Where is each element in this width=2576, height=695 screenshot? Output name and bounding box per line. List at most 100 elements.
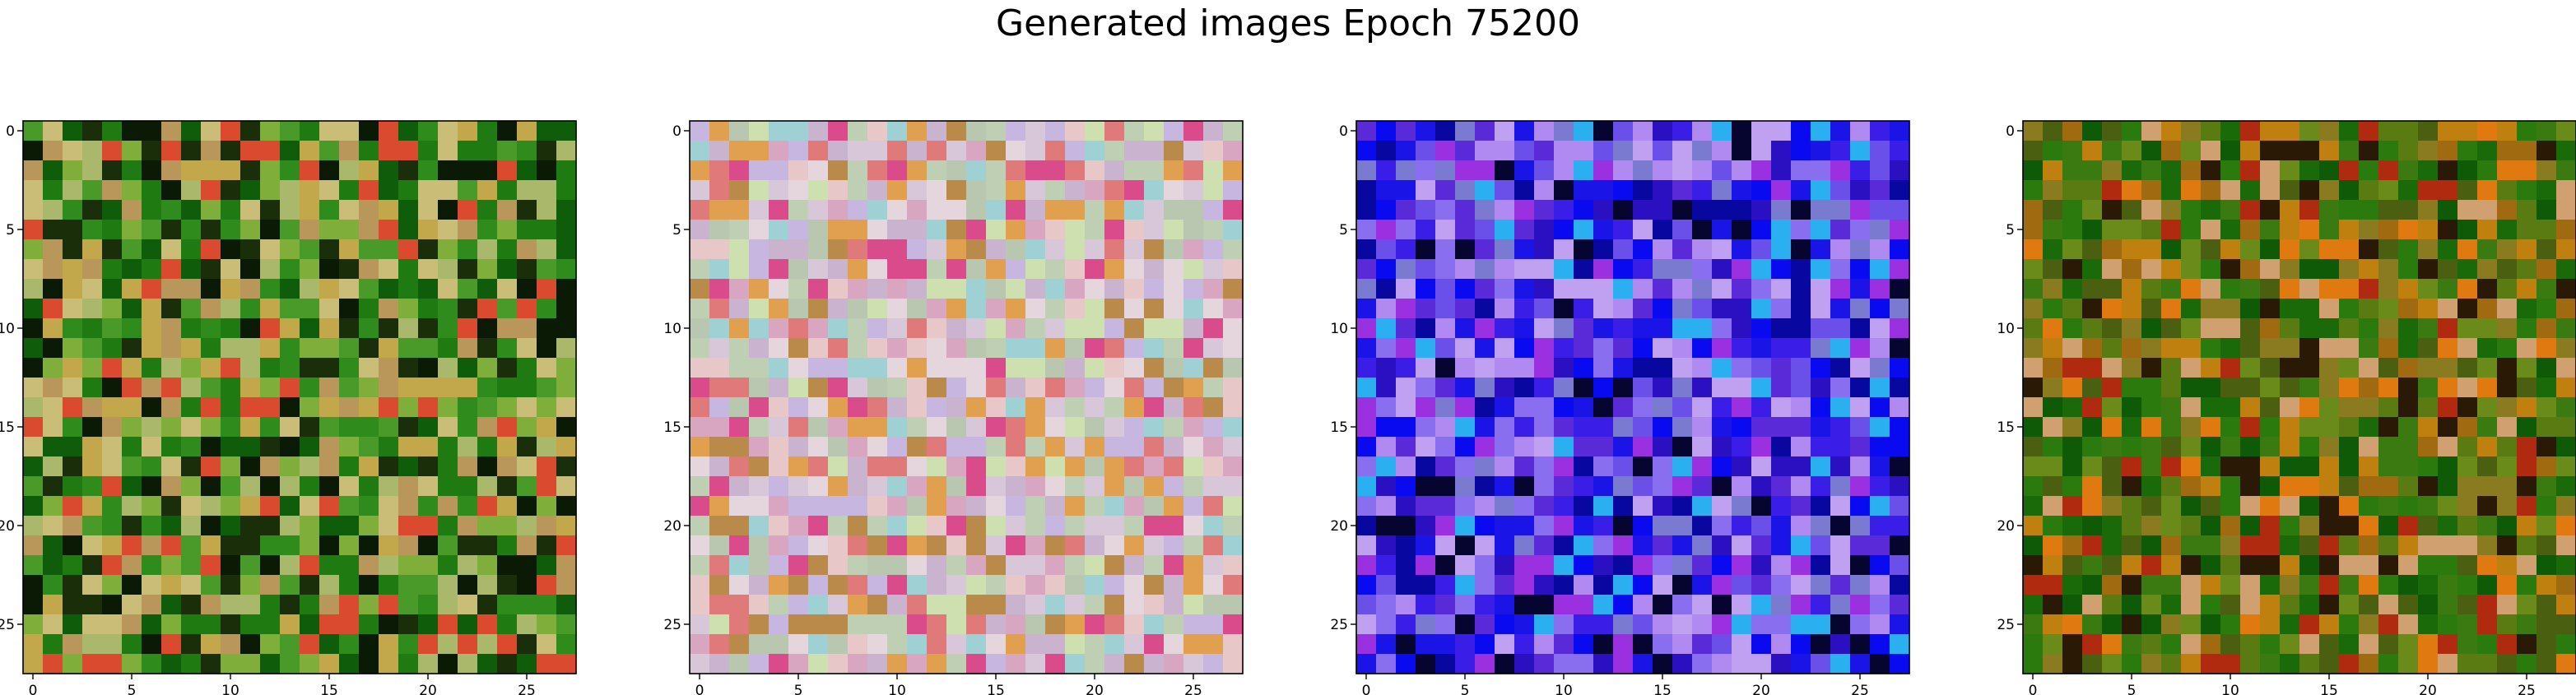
pixel-cell — [2102, 121, 2123, 141]
pixel-cell — [1045, 220, 1066, 240]
pixel-cell — [1495, 180, 1515, 201]
x-tick-label: 10 — [221, 683, 239, 695]
pixel-cell — [2477, 259, 2498, 280]
pixel-cell — [2141, 575, 2162, 595]
pixel-cell — [1124, 259, 1145, 280]
pixel-cell — [319, 535, 340, 556]
pixel-cell — [458, 555, 478, 576]
pixel-cell — [359, 575, 379, 595]
pixel-cell — [1183, 180, 1204, 201]
y-tick-label: 10 — [1330, 321, 1348, 337]
pixel-cell — [1811, 279, 1831, 299]
pixel-cell — [1771, 595, 1792, 615]
pixel-cell — [2102, 299, 2123, 319]
pixel-cell — [2418, 259, 2439, 280]
pixel-cell — [808, 358, 829, 378]
pixel-cell — [1791, 378, 1811, 398]
pixel-cell — [497, 318, 518, 339]
pixel-cell — [1356, 555, 1377, 576]
pixel-cell — [2062, 239, 2083, 260]
pixel-cell — [23, 299, 44, 319]
pixel-cell — [1613, 220, 1634, 240]
pixel-cell — [2201, 259, 2221, 280]
pixel-cell — [300, 654, 320, 674]
pixel-cell — [1045, 160, 1066, 181]
pixel-cell — [966, 220, 987, 240]
pixel-cell — [379, 160, 399, 181]
pixel-cell — [1203, 299, 1224, 319]
pixel-cell — [1751, 121, 1772, 141]
pixel-cell — [2161, 476, 2182, 497]
pixel-cell — [1692, 259, 1713, 280]
pixel-cell — [1830, 516, 1851, 536]
pixel-cell — [2240, 200, 2261, 220]
pixel-cell — [2438, 614, 2458, 635]
pixel-cell — [927, 595, 947, 615]
pixel-cell — [2339, 595, 2360, 615]
pixel-cell — [2457, 595, 2478, 615]
pixel-cell — [1416, 516, 1436, 536]
pixel-cell — [788, 555, 809, 576]
pixel-cell — [2181, 437, 2202, 457]
pixel-cell — [1356, 456, 1377, 477]
pixel-cell — [497, 575, 518, 595]
pixel-cell — [1692, 535, 1713, 556]
pixel-cell — [1732, 535, 1752, 556]
pixel-cell — [63, 121, 83, 141]
pixel-cell — [1593, 180, 1614, 201]
pixel-cell — [122, 279, 142, 299]
pixel-cell — [1203, 614, 1224, 635]
pixel-cell — [1104, 259, 1125, 280]
pixel-cell — [201, 318, 221, 339]
pixel-cell — [2299, 220, 2320, 240]
pixel-cell — [43, 575, 63, 595]
pixel-cell — [1006, 299, 1026, 319]
pixel-cell — [63, 338, 83, 359]
pixel-cell — [1065, 595, 1086, 615]
pixel-cell — [1534, 299, 1555, 319]
pixel-cell — [2438, 259, 2458, 280]
pixel-cell — [438, 614, 458, 635]
pixel-cell — [1870, 555, 1890, 576]
pixel-cell — [2359, 378, 2379, 398]
pixel-cell — [1613, 259, 1634, 280]
pixel-cell — [2023, 555, 2044, 576]
pixel-cell — [2062, 259, 2083, 280]
pixel-cell — [1593, 456, 1614, 477]
pixel-cell — [1890, 535, 1910, 556]
pixel-cell — [181, 318, 202, 339]
pixel-cell — [1574, 575, 1594, 595]
pixel-cell — [1396, 595, 1416, 615]
pixel-cell — [1104, 299, 1125, 319]
pixel-cell — [2161, 397, 2182, 418]
pixel-cell — [808, 220, 829, 240]
pixel-cell — [1085, 180, 1105, 201]
pixel-cell — [1653, 378, 1673, 398]
pixel-cell — [2181, 516, 2202, 536]
pixel-cell — [2497, 220, 2518, 240]
pixel-cell — [221, 180, 241, 201]
pixel-cell — [1435, 358, 1456, 378]
pixel-cell — [1613, 496, 1634, 517]
pixel-cell — [1653, 200, 1673, 220]
pixel-cell — [2201, 299, 2221, 319]
pixel-cell — [1475, 654, 1495, 674]
pixel-cell — [359, 299, 379, 319]
pixel-cell — [1672, 299, 1693, 319]
pixel-cell — [690, 555, 710, 576]
pixel-cell — [769, 299, 789, 319]
pixel-cell — [477, 338, 498, 359]
pixel-cell — [1203, 180, 1224, 201]
pixel-cell — [986, 279, 1007, 299]
pixel-cell — [1613, 476, 1634, 497]
pixel-cell — [1613, 456, 1634, 477]
x-tick-label: 25 — [518, 683, 536, 695]
pixel-cell — [2161, 634, 2182, 655]
pixel-cell — [2497, 437, 2518, 457]
pixel-cell — [2220, 279, 2241, 299]
pixel-cell — [887, 180, 908, 201]
pixel-cell — [2082, 575, 2103, 595]
pixel-cell — [82, 259, 103, 280]
pixel-cell — [556, 121, 577, 141]
pixel-cell — [690, 516, 710, 536]
